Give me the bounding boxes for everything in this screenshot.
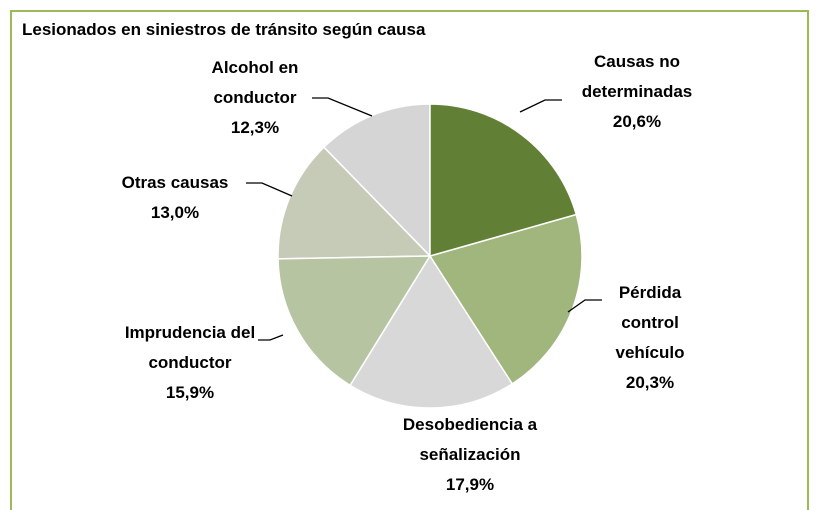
data-label: Desobediencia a señalización 17,9%	[380, 410, 560, 500]
pie-slice	[429, 103, 578, 257]
value-label: 13,0%	[150, 203, 200, 222]
pie-slice	[349, 254, 514, 409]
leader-line	[567, 299, 602, 313]
leader-line	[246, 182, 293, 197]
category-label: Otras causas	[121, 173, 229, 192]
chart-title: Lesionados en siniestros de tránsito seg…	[22, 20, 426, 39]
data-label: Otras causas 13,0%	[105, 168, 245, 228]
value-label: 20,3%	[625, 373, 675, 392]
pie-slice	[322, 103, 431, 258]
value-label: 15,9%	[165, 383, 215, 402]
value-label: 20,6%	[612, 112, 662, 131]
leader-line	[312, 97, 373, 117]
value-label: 17,9%	[445, 475, 495, 494]
category-label: Alcohol en conductor	[211, 58, 299, 107]
pie-slice	[277, 255, 432, 387]
data-label: Alcohol en conductor 12,3%	[200, 53, 310, 143]
pie-slice	[277, 146, 432, 260]
category-label: Imprudencia del conductor	[124, 323, 256, 372]
data-label: Imprudencia del conductor 15,9%	[115, 318, 265, 408]
chart-frame	[10, 10, 809, 510]
data-label: Pérdida control vehículo 20,3%	[605, 278, 695, 398]
category-label: Pérdida control vehículo	[615, 283, 685, 362]
leader-lines	[246, 97, 602, 341]
value-label: 12,3%	[230, 118, 280, 137]
leader-line	[258, 334, 284, 341]
leader-line	[519, 99, 562, 113]
category-label: Desobediencia a señalización	[402, 415, 538, 464]
data-label: Causas no determinadas 20,6%	[562, 47, 712, 137]
category-label: Causas no determinadas	[581, 52, 693, 101]
